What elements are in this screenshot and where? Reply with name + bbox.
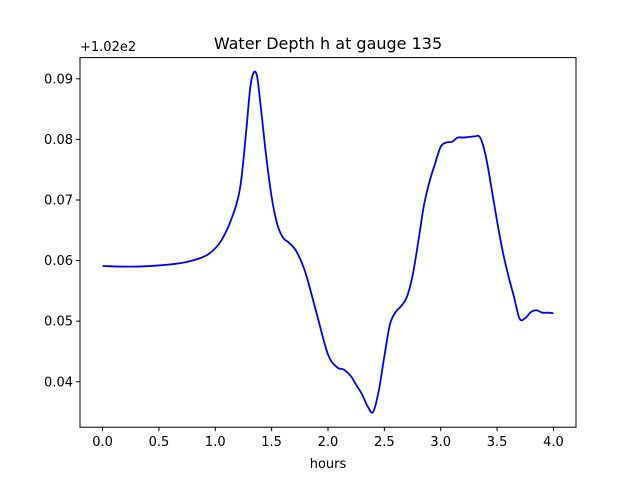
- x-tick-label: 2.5: [374, 435, 395, 450]
- x-tick-label: 3.0: [430, 435, 451, 450]
- series-layer: [102, 70, 554, 414]
- series-line: [102, 70, 554, 414]
- plot-area: [80, 57, 576, 428]
- x-tick-label: 2.0: [318, 435, 339, 450]
- x-tick-label: 0.0: [92, 435, 113, 450]
- y-tick-label: 0.08: [44, 133, 73, 148]
- x-axis-ticks: 0.0 0.5 1.0 1.5 2.0 2.5 3.0 3.5 4.0: [92, 427, 564, 450]
- y-tick-label: 0.07: [44, 193, 73, 208]
- chart-title: Water Depth h at gauge 135: [214, 34, 442, 53]
- y-tick-label: 0.05: [44, 315, 73, 330]
- y-axis-ticks: 0.04 0.05 0.06 0.07 0.08 0.09: [44, 72, 80, 390]
- x-tick-label: 3.5: [487, 435, 508, 450]
- x-tick-label: 0.5: [149, 435, 170, 450]
- y-offset-label: +1.02e2: [80, 40, 136, 55]
- x-tick-label: 4.0: [543, 435, 564, 450]
- y-tick-label: 0.04: [44, 375, 73, 390]
- y-tick-label: 0.06: [44, 254, 73, 269]
- x-axis-label: hours: [310, 457, 347, 472]
- plot-frame: [79, 57, 577, 428]
- y-tick-label: 0.09: [44, 72, 73, 87]
- x-tick-label: 1.0: [205, 435, 226, 450]
- x-tick-label: 1.5: [261, 435, 282, 450]
